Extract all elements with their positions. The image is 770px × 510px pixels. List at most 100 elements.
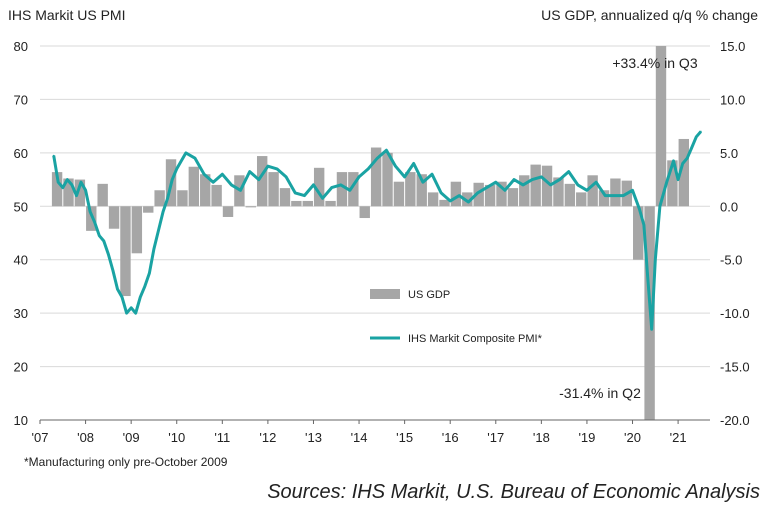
x-tick-label: '08 xyxy=(77,430,94,445)
pmi-point xyxy=(93,221,96,224)
pmi-point xyxy=(686,157,689,159)
gdp-q3-annotation: +33.4% in Q3 xyxy=(612,55,697,71)
pmi-point xyxy=(376,157,379,159)
gdp-bar xyxy=(405,172,416,207)
gdp-bar xyxy=(120,206,131,297)
pmi-point xyxy=(349,189,351,192)
pmi-point xyxy=(103,240,105,242)
pmi-point xyxy=(276,168,278,170)
pmi-point xyxy=(66,178,69,181)
left-tick-label: 70 xyxy=(14,92,28,107)
gdp-bar xyxy=(519,175,530,207)
right-tick-label: 10.0 xyxy=(720,92,745,107)
pmi-point xyxy=(677,178,679,181)
pmi-point xyxy=(130,307,132,309)
gdp-bar xyxy=(108,206,120,229)
gdp-bar xyxy=(370,147,382,207)
legend: US GDP IHS Markit Composite PMI* xyxy=(370,289,543,345)
pmi-point xyxy=(449,200,452,202)
pmi-point xyxy=(175,168,178,170)
gdp-q2-annotation: -31.4% in Q2 xyxy=(559,385,641,401)
pmi-point xyxy=(57,181,60,184)
pmi-point xyxy=(643,224,645,226)
pmi-point xyxy=(340,184,342,186)
pmi-point xyxy=(89,210,91,213)
right-tick-label: -10.0 xyxy=(720,306,750,321)
pmi-point xyxy=(303,194,306,197)
gdp-bar xyxy=(382,152,393,207)
pmi-point xyxy=(467,201,470,203)
pmi-point xyxy=(654,258,657,261)
right-tick-label: 0.0 xyxy=(720,199,738,214)
pmi-point xyxy=(107,253,110,256)
pmi-point xyxy=(157,229,160,232)
x-tick-label: '15 xyxy=(396,430,413,445)
gdp-bar xyxy=(279,188,291,207)
gdp-bar xyxy=(51,172,63,207)
pmi-point xyxy=(330,186,333,189)
pmi-point xyxy=(203,173,205,176)
x-tick-label: '19 xyxy=(578,430,595,445)
pmi-point xyxy=(257,178,260,181)
pmi-point xyxy=(494,181,497,184)
gdp-bar xyxy=(667,160,678,207)
pmi-point xyxy=(171,178,173,181)
gdp-bar xyxy=(610,178,621,207)
pmi-point xyxy=(144,285,146,288)
pmi-point xyxy=(166,197,169,200)
pmi-point xyxy=(121,296,123,298)
left-tick-label: 30 xyxy=(14,306,28,321)
pmi-point xyxy=(672,160,675,162)
pmi-point xyxy=(485,186,488,189)
pmi-point xyxy=(586,189,588,192)
pmi-point xyxy=(690,146,693,149)
gdp-bar xyxy=(439,199,450,207)
left-tick-label: 20 xyxy=(14,360,28,375)
gdp-bar xyxy=(154,190,165,207)
pmi-point xyxy=(622,194,625,197)
pmi-point xyxy=(638,208,641,210)
left-tick-label: 40 xyxy=(14,253,28,268)
pmi-point xyxy=(549,184,552,186)
pmi-point xyxy=(185,152,187,154)
x-tick-label: '21 xyxy=(670,430,687,445)
pmi-point xyxy=(84,189,87,192)
gdp-bar xyxy=(97,183,108,207)
gdp-bar xyxy=(143,206,154,213)
pmi-point xyxy=(394,165,397,168)
gdp-bar xyxy=(576,192,587,207)
gdp-bar xyxy=(200,174,211,207)
pmi-point xyxy=(504,189,506,192)
pmi-point xyxy=(659,205,661,208)
gdp-bar xyxy=(256,156,268,207)
pmi-point xyxy=(61,186,64,189)
gdp-bar xyxy=(222,206,234,217)
pmi-point xyxy=(540,176,543,178)
gdp-bar xyxy=(416,174,427,207)
pmi-point xyxy=(613,194,616,197)
pmi-point xyxy=(162,210,164,213)
gdp-bar xyxy=(496,181,507,207)
pmi-point xyxy=(239,189,242,192)
gdp-bar xyxy=(245,206,256,208)
pmi-point xyxy=(75,194,78,197)
left-tick-label: 50 xyxy=(14,199,28,214)
left-tick-label: 60 xyxy=(14,146,28,161)
gdp-bar xyxy=(268,172,279,207)
gdp-bar xyxy=(74,179,86,207)
pmi-point xyxy=(665,181,668,184)
source-note: Sources: IHS Markit, U.S. Bureau of Econ… xyxy=(267,481,760,503)
x-tick-label: '20 xyxy=(624,430,641,445)
gdp-bar xyxy=(564,183,576,207)
pmi-point xyxy=(577,184,579,186)
pmi-point xyxy=(422,181,424,184)
x-tick-label: '14 xyxy=(351,430,368,445)
pmi-point xyxy=(230,184,233,186)
right-axis-title: US GDP, annualized q/q % change xyxy=(541,7,758,23)
pmi-point xyxy=(650,328,653,330)
gdp-bar xyxy=(177,190,188,207)
pmi-point xyxy=(558,178,561,181)
gdp-bar xyxy=(211,184,222,207)
right-tick-label: -5.0 xyxy=(720,253,742,268)
